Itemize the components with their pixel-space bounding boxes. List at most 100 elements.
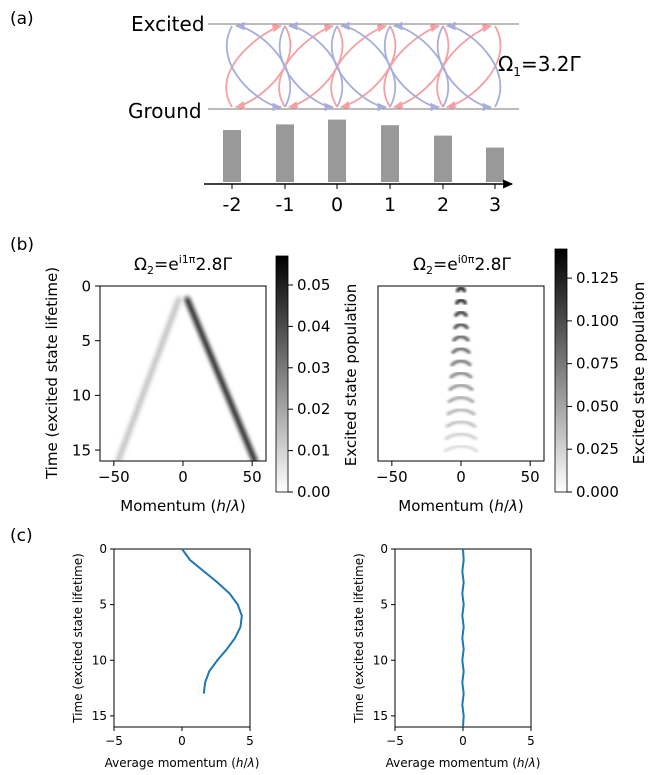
colorbar-tick-label: 0.125 — [576, 269, 619, 287]
heatmap-left-y-ticks: 0 5 10 15 — [72, 277, 100, 459]
y-tick-label: 15 — [92, 709, 107, 723]
oscillation-blob — [452, 322, 470, 330]
transition-arrow-blue — [278, 25, 335, 112]
bar-axis-label: 0 — [331, 194, 343, 216]
heatmap-right-title: Ω2=ei0π2.8Γ — [413, 253, 511, 277]
bar-axis-labels: -2 -1 0 1 2 3 — [223, 184, 501, 216]
colorbar-left — [275, 255, 289, 493]
y-tick-label: 5 — [99, 598, 107, 612]
heatmap-left-x-label: Momentum (h/λ) — [120, 497, 245, 515]
omega1-symbol: Ω — [498, 52, 513, 76]
heatmap-right — [378, 286, 544, 461]
emission-arrow-pink — [445, 25, 502, 110]
bar-axis-label: 2 — [437, 194, 449, 216]
population-bar — [223, 130, 241, 182]
colorbar-tick-label: 0.00 — [297, 483, 330, 501]
transition-arrow-blue — [225, 25, 283, 112]
bar-axis-label: -2 — [223, 194, 242, 216]
excited-label: Excited — [131, 12, 205, 36]
line-right-y-ticks: 0 5 10 15 — [373, 542, 395, 723]
y-tick-label: 10 — [92, 653, 107, 667]
oscillation-blob — [444, 432, 478, 441]
population-bar — [434, 135, 452, 182]
x-tick-label: 0 — [459, 734, 467, 748]
omega1-value: =3.2Γ — [521, 52, 582, 76]
y-tick-label: 5 — [380, 598, 388, 612]
bar-axis-label: 3 — [489, 194, 501, 216]
colorbar-tick-label: 0.050 — [576, 397, 619, 415]
y-tick-label: 15 — [72, 441, 91, 459]
heatmap-right-oscillation-blobs — [443, 286, 479, 453]
heatmap-left-title: Ω2=ei1π2.8Γ — [134, 253, 232, 277]
emission-arrow-pink — [234, 25, 292, 110]
population-bar — [381, 125, 399, 182]
population-bars — [223, 119, 504, 182]
emission-arrow-pink — [287, 25, 344, 110]
colorbar-tick-label: 0.075 — [576, 355, 619, 373]
heatmap-right-x-label: Momentum (h/λ) — [398, 497, 523, 515]
emission-arrow-pink — [392, 25, 450, 110]
x-tick-label: 0 — [178, 468, 188, 486]
line-left-x-label: Average momentum (h/λ) — [105, 756, 260, 770]
colorbar-right-ticks: 0.125 0.100 0.075 0.050 0.025 0.000 — [567, 269, 619, 501]
absorption-arrow-pink — [436, 23, 493, 108]
colorbar-tick-label: 0.025 — [576, 440, 619, 458]
transition-arrow-blue — [287, 21, 344, 108]
line-right-x-ticks: −5 0 5 — [386, 727, 535, 748]
line-left-frame — [113, 548, 251, 728]
heatmap-left — [100, 286, 266, 461]
y-tick-label: 0 — [99, 542, 107, 556]
absorption-arrow-pink — [278, 23, 335, 108]
transition-arrow-blue — [445, 21, 502, 108]
colorbar-left-label: Excited state population — [342, 284, 360, 467]
oscillation-blob — [450, 359, 472, 367]
x-tick-label: 5 — [527, 734, 535, 748]
heatmap-right-x-ticks: −50 0 50 — [376, 461, 540, 486]
transition-arrows — [225, 21, 502, 112]
oscillation-blob — [451, 335, 471, 343]
oscillation-blob — [448, 383, 474, 392]
oscillation-blob — [454, 298, 468, 306]
absorption-arrow-pink — [330, 23, 388, 108]
omega1-label: Ω1=3.2Γ — [498, 52, 582, 79]
heatmap-left-x-ticks: −50 0 50 — [98, 461, 262, 486]
oscillation-blob — [450, 347, 472, 355]
colorbar-tick-label: 0.01 — [297, 442, 330, 460]
average-momentum-line-left — [181, 548, 243, 694]
x-tick-label: −5 — [386, 734, 404, 748]
panel-label-b: (b) — [10, 235, 34, 255]
oscillation-blob — [453, 310, 469, 318]
x-tick-label: 0 — [456, 468, 466, 486]
svg-text:Ω1=3.2Γ: Ω1=3.2Γ — [498, 52, 582, 79]
colorbar-left-ticks: 0.05 0.04 0.03 0.02 0.01 0.00 — [288, 276, 330, 501]
line-left-x-ticks: −5 0 5 — [105, 727, 254, 748]
transition-arrow-blue — [436, 25, 493, 112]
emission-arrow-pink — [339, 25, 397, 110]
omega1-subscript: 1 — [513, 65, 521, 79]
transition-arrow-blue — [234, 21, 292, 108]
colorbar-right — [554, 248, 568, 493]
y-tick-label: 10 — [72, 387, 91, 405]
colorbar-tick-label: 0.03 — [297, 359, 330, 377]
population-bar — [328, 119, 346, 182]
ground-label: Ground — [128, 99, 202, 123]
oscillation-blob — [445, 420, 477, 429]
panel-label-a: (a) — [10, 9, 34, 29]
heatmap-left-weak-branch — [115, 296, 182, 461]
colorbar-right-label: Excited state population — [630, 282, 648, 465]
absorption-arrow-pink — [225, 23, 283, 108]
x-tick-label: 5 — [246, 734, 254, 748]
colorbar-tick-label: 0.02 — [297, 400, 330, 418]
y-tick-label: 10 — [373, 653, 388, 667]
line-right-y-label: Time (excited state lifetime) — [352, 553, 366, 724]
y-tick-label: 15 — [373, 709, 388, 723]
bar-axis-label: 1 — [384, 194, 396, 216]
colorbar-tick-label: 0.04 — [297, 317, 330, 335]
bar-axis-label: -1 — [276, 194, 295, 216]
average-momentum-line-right — [461, 548, 465, 728]
oscillation-blob — [455, 286, 467, 293]
panel-label-c: (c) — [10, 526, 33, 546]
x-tick-label: 0 — [178, 734, 186, 748]
transition-arrow-blue — [392, 21, 450, 108]
